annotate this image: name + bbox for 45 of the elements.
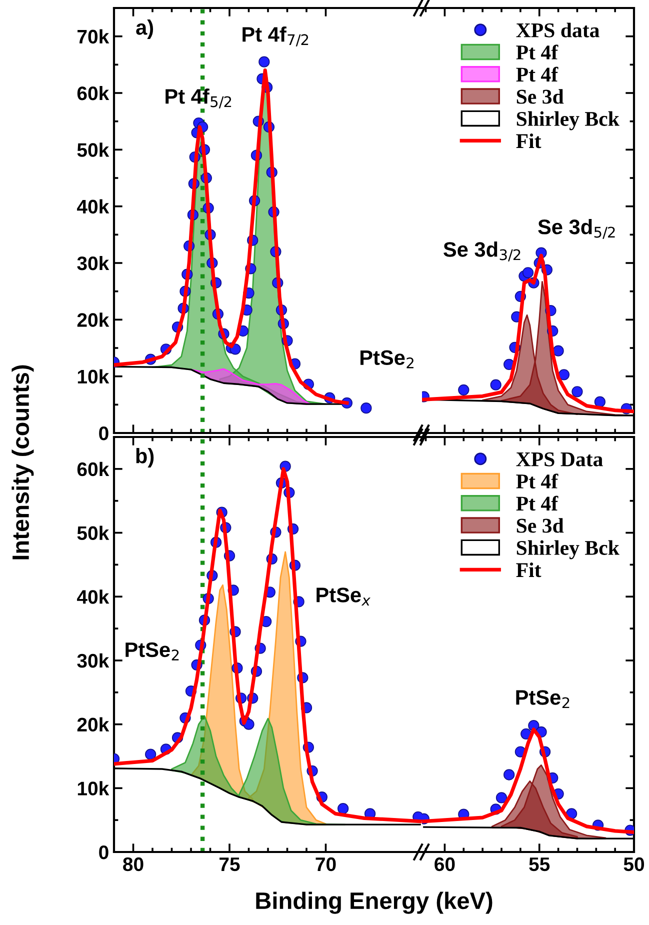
y-tick-label: 20k: [77, 717, 110, 732]
legend-label: Pt 4f: [516, 44, 558, 60]
annotation: PtSe$_{2}$: [360, 350, 414, 368]
x-tick-label: 75: [220, 858, 240, 872]
x-tick-label: 60: [434, 857, 455, 872]
y-tick-label: 50k: [77, 526, 110, 540]
legend-label: Fit: [516, 562, 542, 578]
x-tick-label: 50: [624, 857, 644, 872]
legend-label: Fit: [516, 133, 542, 148]
legend-label: Shirley Bck: [516, 111, 620, 130]
x-tick-label: 70: [316, 857, 336, 872]
legend-label: XPS data: [516, 22, 600, 38]
x-tick-label: 80: [123, 857, 144, 872]
legend-label: XPS Data: [516, 452, 603, 466]
legend-label: Pt 4f: [516, 496, 558, 511]
legend-label: Se 3d: [516, 89, 564, 104]
y-axis-title: Intensity (counts): [12, 365, 34, 560]
legend-label: Pt 4f: [516, 66, 558, 82]
y-tick-label: 60k: [77, 86, 110, 100]
y-tick-label: 0: [99, 426, 108, 440]
y-tick-label: 40k: [76, 199, 110, 214]
legend-label: Shirley Bck: [516, 540, 620, 560]
annotation: PtSe$_{x}$: [316, 588, 371, 606]
annotation: PtSe$_{2}$: [126, 642, 179, 660]
y-tick-label: 40k: [76, 590, 110, 604]
y-tick-label: 10k: [78, 369, 110, 384]
annotation: a): [136, 20, 154, 39]
y-tick-label: 0: [99, 845, 108, 860]
legend-label: Pt 4f: [516, 474, 558, 489]
y-tick-label: 70k: [78, 29, 110, 44]
y-tick-label: 30k: [77, 653, 110, 668]
y-tick-label: 60k: [77, 462, 110, 476]
y-tick-label: 10k: [78, 781, 110, 796]
annotation: Pt 4f$_{5/2}$: [166, 88, 232, 108]
annotation: Pt 4f$_{7/2}$: [242, 26, 308, 46]
y-tick-label: 50k: [77, 142, 110, 157]
x-axis-title: Binding Energy (keV): [256, 892, 492, 914]
annotation: PtSe$_{2}$: [516, 690, 570, 708]
annotation: Se 3d$_{5/2}$: [538, 219, 615, 239]
annotation: b): [136, 448, 154, 468]
y-tick-label: 30k: [77, 256, 110, 270]
legend-label: Se 3d: [516, 518, 564, 533]
annotation: Se 3d$_{3/2}$: [444, 242, 520, 262]
x-tick-label: 55: [529, 858, 550, 872]
y-tick-label: 20k: [77, 312, 110, 327]
